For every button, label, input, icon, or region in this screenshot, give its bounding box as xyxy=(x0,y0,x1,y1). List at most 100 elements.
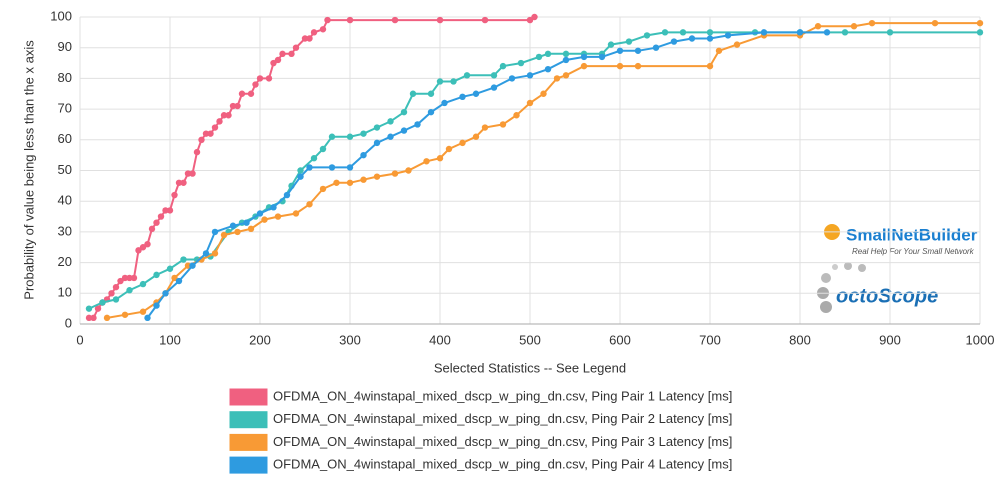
point xyxy=(256,75,264,82)
point xyxy=(162,207,169,214)
point xyxy=(144,240,151,248)
point xyxy=(391,170,399,177)
point xyxy=(153,302,160,309)
point xyxy=(562,72,570,79)
point xyxy=(85,305,93,312)
x-tick-label: 400 xyxy=(429,332,451,347)
point xyxy=(427,90,435,97)
point xyxy=(481,124,489,131)
point xyxy=(153,219,160,226)
point xyxy=(139,244,147,251)
point xyxy=(99,299,106,306)
point xyxy=(247,225,255,233)
y-tick-label: 50 xyxy=(58,162,72,177)
point xyxy=(580,53,588,61)
point xyxy=(931,19,939,27)
point xyxy=(841,29,849,36)
point xyxy=(490,84,498,91)
logo-dot xyxy=(832,264,838,270)
point xyxy=(562,56,570,64)
point xyxy=(270,59,277,67)
legend-swatch xyxy=(229,456,268,474)
point xyxy=(868,19,876,27)
point xyxy=(297,173,304,180)
point xyxy=(346,164,354,171)
point xyxy=(513,112,520,119)
point xyxy=(234,228,241,236)
point xyxy=(153,271,160,279)
point xyxy=(360,130,367,137)
point xyxy=(688,35,696,42)
point xyxy=(733,41,741,48)
point xyxy=(670,38,678,45)
legend-label: OFDMA_ON_4winstapal_mixed_dscp_w_ping_dn… xyxy=(273,434,732,449)
point xyxy=(607,41,615,48)
point xyxy=(360,176,367,183)
point xyxy=(436,78,444,85)
legend-swatch xyxy=(229,388,268,406)
point xyxy=(94,305,102,312)
x-axis-label: Selected Statistics -- See Legend xyxy=(434,360,626,375)
logo-tagline: Real Help For Your Small Network xyxy=(852,247,975,256)
point xyxy=(130,274,138,282)
point xyxy=(436,16,444,24)
point xyxy=(319,185,327,193)
point xyxy=(211,228,219,236)
point xyxy=(126,287,133,294)
point xyxy=(625,38,633,45)
point xyxy=(292,44,300,51)
point xyxy=(162,290,169,297)
point xyxy=(616,47,624,54)
point xyxy=(706,35,714,42)
point xyxy=(189,262,196,269)
y-tick-label: 80 xyxy=(58,70,72,85)
point xyxy=(544,65,552,73)
point xyxy=(85,314,93,322)
x-tick-label: 700 xyxy=(699,332,721,347)
series xyxy=(85,13,538,322)
point xyxy=(634,62,642,70)
point xyxy=(202,250,210,257)
point xyxy=(180,256,187,263)
point xyxy=(976,29,984,36)
point xyxy=(400,108,408,116)
series xyxy=(144,29,831,322)
point xyxy=(148,225,156,233)
point xyxy=(387,118,394,125)
point xyxy=(297,167,304,174)
point xyxy=(373,124,381,131)
point xyxy=(238,90,246,97)
point xyxy=(207,130,214,137)
x-tick-label: 500 xyxy=(519,332,541,347)
point xyxy=(976,19,984,27)
point xyxy=(256,210,264,217)
point xyxy=(535,53,543,61)
point xyxy=(652,44,660,51)
point xyxy=(319,145,327,153)
point xyxy=(121,274,129,282)
point xyxy=(441,99,448,107)
point xyxy=(202,130,210,137)
point xyxy=(400,127,408,134)
point xyxy=(121,311,129,318)
logo: SmallNetBuilder Real Help For Your Small… xyxy=(812,205,978,315)
point xyxy=(373,173,381,180)
point xyxy=(553,75,561,82)
point xyxy=(531,13,538,21)
point xyxy=(229,222,237,229)
y-tick-label: 0 xyxy=(65,315,72,330)
point xyxy=(706,29,714,36)
x-tick-label: 600 xyxy=(609,332,631,347)
logo-name: SmallNetBuilder xyxy=(846,225,978,244)
point xyxy=(90,314,97,322)
logo-partner: octoScope xyxy=(836,285,938,307)
y-tick-label: 40 xyxy=(58,193,72,208)
point xyxy=(211,250,219,257)
point xyxy=(490,72,498,79)
point xyxy=(850,23,858,30)
logo-dot xyxy=(858,264,866,272)
point xyxy=(328,164,336,171)
point xyxy=(306,164,313,171)
point xyxy=(184,262,192,269)
